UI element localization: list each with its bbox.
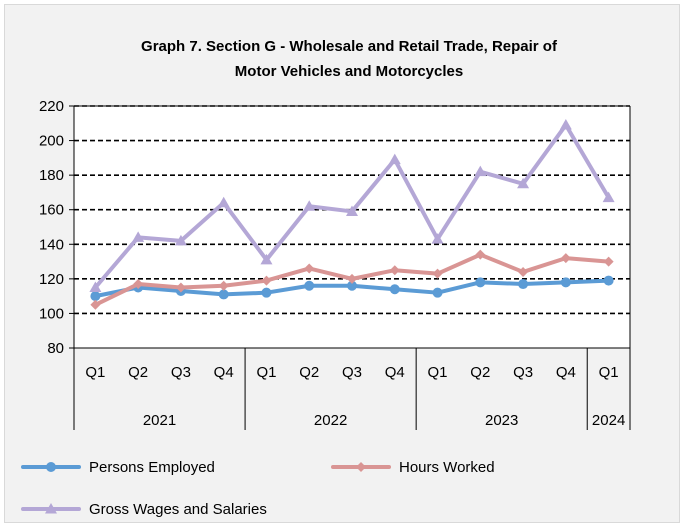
legend-marker-persons-employed <box>46 462 56 472</box>
data-point-persons-employed <box>603 275 614 286</box>
data-point-persons-employed <box>218 289 229 300</box>
legend-label-gross-wages-and-salaries: Gross Wages and Salaries <box>89 501 267 518</box>
series-hours-worked <box>90 249 614 310</box>
x-tick-label-q2: Q2 <box>470 364 490 381</box>
data-point-hours-worked <box>560 253 571 264</box>
y-tick-label-160: 160 <box>39 202 64 219</box>
data-point-hours-worked <box>304 263 315 274</box>
data-point-gross-wages-and-salaries <box>517 177 530 189</box>
plot-area <box>74 106 630 348</box>
chart-title-line-2: Motor Vehicles and Motorcycles <box>235 63 463 80</box>
chart-panel: Graph 7. Section G - Wholesale and Retai… <box>4 4 680 523</box>
x-tick-label-q3: Q3 <box>171 364 191 381</box>
data-point-hours-worked <box>475 249 486 260</box>
year-label-2023: 2023 <box>485 412 518 429</box>
chart-title: Graph 7. Section G - Wholesale and Retai… <box>141 38 558 80</box>
y-tick-label-140: 140 <box>39 236 64 253</box>
y-tick-label-80: 80 <box>47 340 64 357</box>
data-point-persons-employed <box>560 277 571 288</box>
data-point-hours-worked <box>518 266 529 277</box>
data-point-gross-wages-and-salaries <box>132 231 145 242</box>
legend-item-hours-worked: Hours Worked <box>331 459 495 476</box>
series-layer <box>89 119 615 310</box>
x-tick-label-q4: Q4 <box>385 364 405 381</box>
data-point-gross-wages-and-salaries <box>346 205 358 216</box>
data-point-gross-wages-and-salaries <box>217 196 230 208</box>
data-point-gross-wages-and-salaries <box>260 253 273 265</box>
legend-label-persons-employed: Persons Employed <box>89 459 215 476</box>
legend-item-gross-wages-and-salaries: Gross Wages and Salaries <box>21 501 267 518</box>
x-tick-label-q4: Q4 <box>214 364 234 381</box>
data-point-gross-wages-and-salaries <box>474 165 487 177</box>
y-tick-label-200: 200 <box>39 133 64 150</box>
data-point-persons-employed <box>304 280 315 291</box>
data-point-persons-employed <box>432 287 443 298</box>
series-gross-wages-and-salaries <box>89 119 615 292</box>
x-tick-label-q1: Q1 <box>428 364 448 381</box>
data-point-persons-employed <box>261 287 272 298</box>
x-tick-label-q2: Q2 <box>299 364 319 381</box>
data-point-hours-worked <box>218 280 229 291</box>
x-tick-label-q3: Q3 <box>513 364 533 381</box>
data-point-hours-worked <box>347 273 357 284</box>
data-point-persons-employed <box>389 284 400 295</box>
data-point-hours-worked <box>261 275 272 286</box>
x-tick-label-q3: Q3 <box>342 364 362 381</box>
data-point-gross-wages-and-salaries <box>303 200 316 211</box>
legend-marker-hours-worked <box>356 462 366 472</box>
x-axis: Q1 Q2 Q3 Q4 Q1 Q2 Q3 Q4 Q1 Q2 Q3 Q4 Q1 2021 2022 2023 20… <box>73 347 631 430</box>
y-tick-label-220: 220 <box>39 98 64 115</box>
data-point-hours-worked <box>90 299 101 310</box>
x-tick-label-q1: Q1 <box>256 364 276 381</box>
year-label-2022: 2022 <box>314 412 347 429</box>
x-tick-label-q1: Q1 <box>85 364 105 381</box>
legend-item-persons-employed: Persons Employed <box>21 459 215 476</box>
data-point-gross-wages-and-salaries <box>388 153 401 165</box>
data-point-persons-employed <box>90 291 101 302</box>
legend-marker-gross-wages-and-salaries <box>45 503 57 514</box>
data-point-hours-worked <box>133 279 144 290</box>
y-tick-label-120: 120 <box>39 271 64 288</box>
data-point-persons-employed <box>475 277 486 288</box>
data-point-gross-wages-and-salaries <box>431 233 444 244</box>
data-point-gross-wages-and-salaries <box>602 191 615 203</box>
data-point-hours-worked <box>603 256 614 267</box>
year-label-2024: 2024 <box>592 412 625 429</box>
legend-label-hours-worked: Hours Worked <box>399 459 495 476</box>
data-point-gross-wages-and-salaries <box>174 234 187 246</box>
year-label-2021: 2021 <box>143 412 176 429</box>
data-point-hours-worked <box>432 268 443 279</box>
y-axis: 80 100 120 140 160 180 200 220 <box>39 98 631 357</box>
data-point-hours-worked <box>389 265 400 276</box>
data-point-gross-wages-and-salaries <box>89 281 102 292</box>
legend: Persons Employed Hours Worked Gross Wages … <box>21 459 495 518</box>
x-tick-label-q4: Q4 <box>556 364 576 381</box>
chart-title-line-1: Graph 7. Section G - Wholesale and Retai… <box>141 38 558 55</box>
data-point-hours-worked <box>175 282 186 293</box>
x-tick-label-q1: Q1 <box>599 364 619 381</box>
data-point-gross-wages-and-salaries <box>559 119 572 130</box>
line-chart: Graph 7. Section G - Wholesale and Retai… <box>21 38 631 518</box>
y-tick-label-180: 180 <box>39 167 64 184</box>
x-tick-label-q2: Q2 <box>128 364 148 381</box>
y-tick-label-100: 100 <box>39 305 64 322</box>
data-point-persons-employed <box>518 279 529 290</box>
